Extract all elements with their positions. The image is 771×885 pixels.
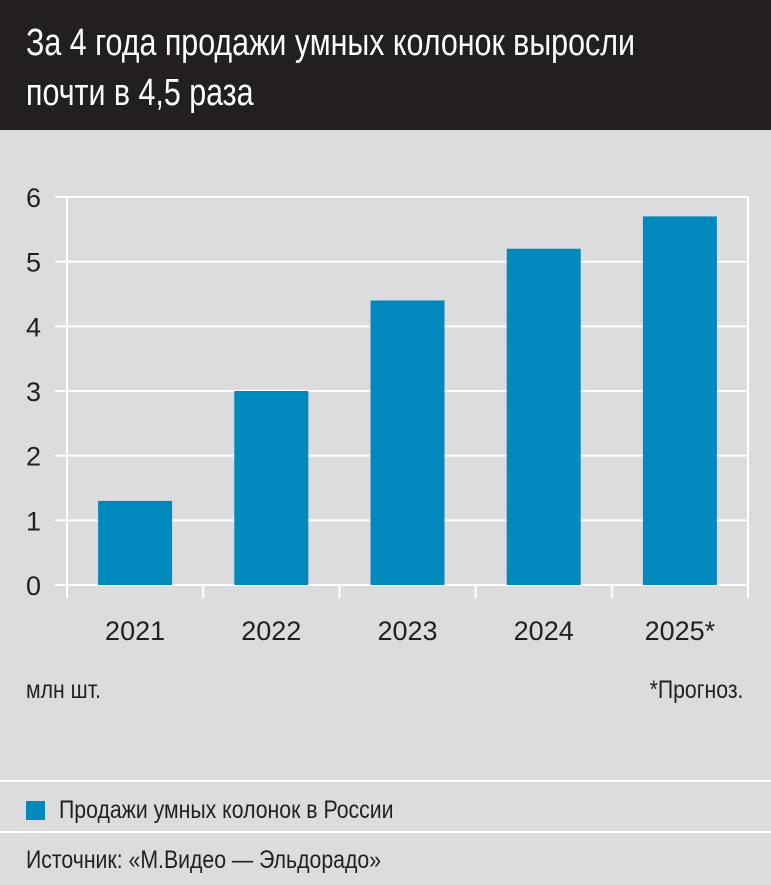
bar-chart: 0 1 2 3 4 5 6 2021 2022 2023 2024 2025* <box>26 183 749 646</box>
legend-swatch <box>26 801 45 820</box>
divider <box>0 831 771 833</box>
bar-2022 <box>234 391 309 585</box>
y-tick-label: 5 <box>26 248 41 278</box>
y-tick-label: 2 <box>26 442 41 472</box>
title-line-2: почти в 4,5 раза <box>26 72 254 114</box>
x-tick-label: 2025* <box>645 616 716 646</box>
title-line-1: За 4 года продажи умных колонок выросли <box>26 22 635 64</box>
legend-label: Продажи умных колонок в России <box>59 796 394 824</box>
bar-2023 <box>370 300 445 585</box>
y-tick-label: 4 <box>26 312 41 342</box>
x-tick-label: 2023 <box>377 616 437 646</box>
y-unit-label: млн шт. <box>26 676 101 704</box>
x-tick-label: 2022 <box>241 616 301 646</box>
bar-2024 <box>506 248 581 585</box>
y-tick-label: 0 <box>26 571 41 601</box>
x-tick-label: 2024 <box>514 616 574 646</box>
y-tick-label: 1 <box>26 506 41 536</box>
forecast-note: *Прогноз. <box>649 676 743 704</box>
bar-2021 <box>98 500 173 585</box>
divider <box>0 780 771 782</box>
x-tick-label: 2021 <box>105 616 165 646</box>
legend: Продажи умных колонок в России <box>26 796 453 825</box>
y-tick-label: 3 <box>26 377 41 407</box>
bar-2025 <box>642 216 717 585</box>
source-text: Источник: «М.Видео — Эльдорадо» <box>26 846 382 874</box>
chart-title: За 4 года продажи умных колонок выросли … <box>0 0 771 130</box>
y-tick-label: 6 <box>26 183 41 213</box>
